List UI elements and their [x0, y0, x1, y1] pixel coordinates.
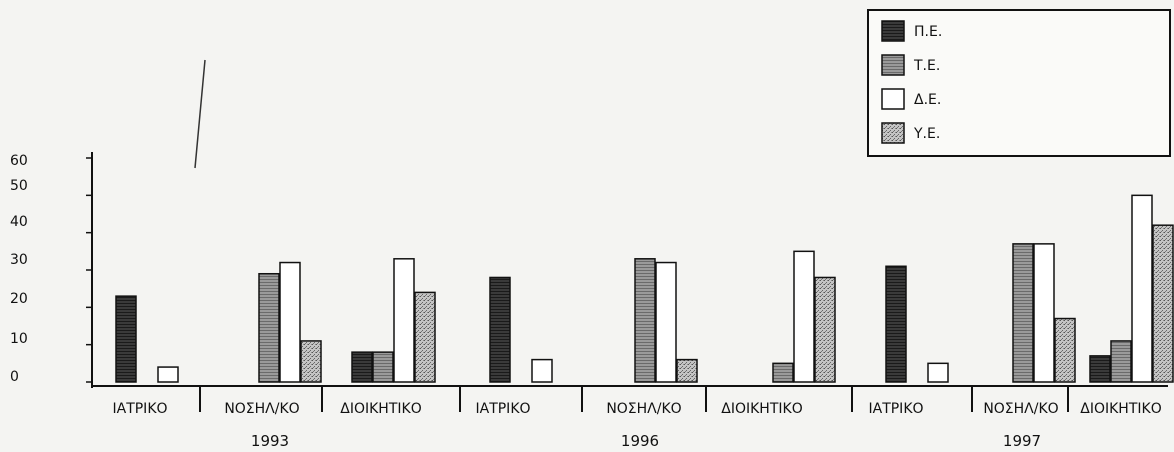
y-tick-label: 10 [10, 331, 28, 347]
bar-pe [1089, 355, 1111, 383]
category-label: ΔΙΟΙΚΗΤΙΚΟ [340, 401, 421, 417]
y-tick-label: 50 [10, 178, 28, 194]
bar-te [1012, 243, 1034, 383]
category-label: ΔΙΟΙΚΗΤΙΚΟ [1080, 401, 1161, 417]
bar-ye [1152, 224, 1174, 383]
bar-ye [676, 358, 698, 383]
y-tick-label: 0 [10, 369, 19, 385]
bar-de [1131, 194, 1153, 383]
category-label: ΔΙΟΙΚΗΤΙΚΟ [721, 401, 802, 417]
year-label: 1993 [251, 432, 289, 450]
bar-te [372, 351, 394, 383]
category-label: ΝΟΣΗΛ/ΚΟ [983, 401, 1058, 417]
category-label: ΙΑΤΡΙΚΟ [475, 401, 530, 417]
year-label: 1997 [1003, 432, 1041, 450]
category-label: ΝΟΣΗΛ/ΚΟ [606, 401, 681, 417]
legend-label: Δ.Ε. [914, 92, 941, 108]
legend-label: Υ.Ε. [913, 126, 940, 142]
legend-swatch-ye [881, 122, 905, 144]
bar-de [531, 358, 553, 383]
bar-ye [1054, 317, 1076, 383]
bar-de [157, 366, 179, 383]
year-label: 1996 [621, 432, 659, 450]
bar-pe [885, 265, 907, 383]
bar-te [1110, 340, 1132, 383]
bar-te [634, 258, 656, 383]
legend-label: Π.Ε. [914, 24, 942, 40]
bar-te [258, 272, 280, 383]
y-tick-label: 40 [10, 214, 28, 230]
legend-swatch-pe [881, 20, 905, 42]
legend-label: Τ.Ε. [913, 58, 940, 74]
legend: Π.Ε. Τ.Ε. Δ.Ε. Υ.Ε. [867, 9, 1171, 157]
bar-de [1033, 243, 1055, 383]
y-tick-label: 60 [10, 153, 28, 169]
bar-ye [414, 291, 436, 383]
bar-de [393, 258, 415, 383]
bar-te [772, 362, 794, 383]
legend-box [867, 9, 1171, 157]
bar-pe [351, 351, 373, 383]
bar-de [655, 261, 677, 383]
y-tick-label: 30 [10, 252, 28, 268]
legend-swatch-te [881, 54, 905, 76]
bar-de [279, 261, 301, 383]
category-label: ΙΑΤΡΙΚΟ [868, 401, 923, 417]
bar-pe [115, 295, 137, 383]
bar-ye [814, 276, 836, 383]
bar-de [793, 250, 815, 383]
category-label: ΙΑΤΡΙΚΟ [112, 401, 167, 417]
bar-de [927, 362, 949, 383]
bar-pe [489, 276, 511, 383]
y-tick-label: 20 [10, 291, 28, 307]
stray-mark [194, 59, 206, 169]
category-label: ΝΟΣΗΛ/ΚΟ [224, 401, 299, 417]
legend-swatch-de [881, 88, 905, 110]
bar-ye [300, 340, 322, 383]
